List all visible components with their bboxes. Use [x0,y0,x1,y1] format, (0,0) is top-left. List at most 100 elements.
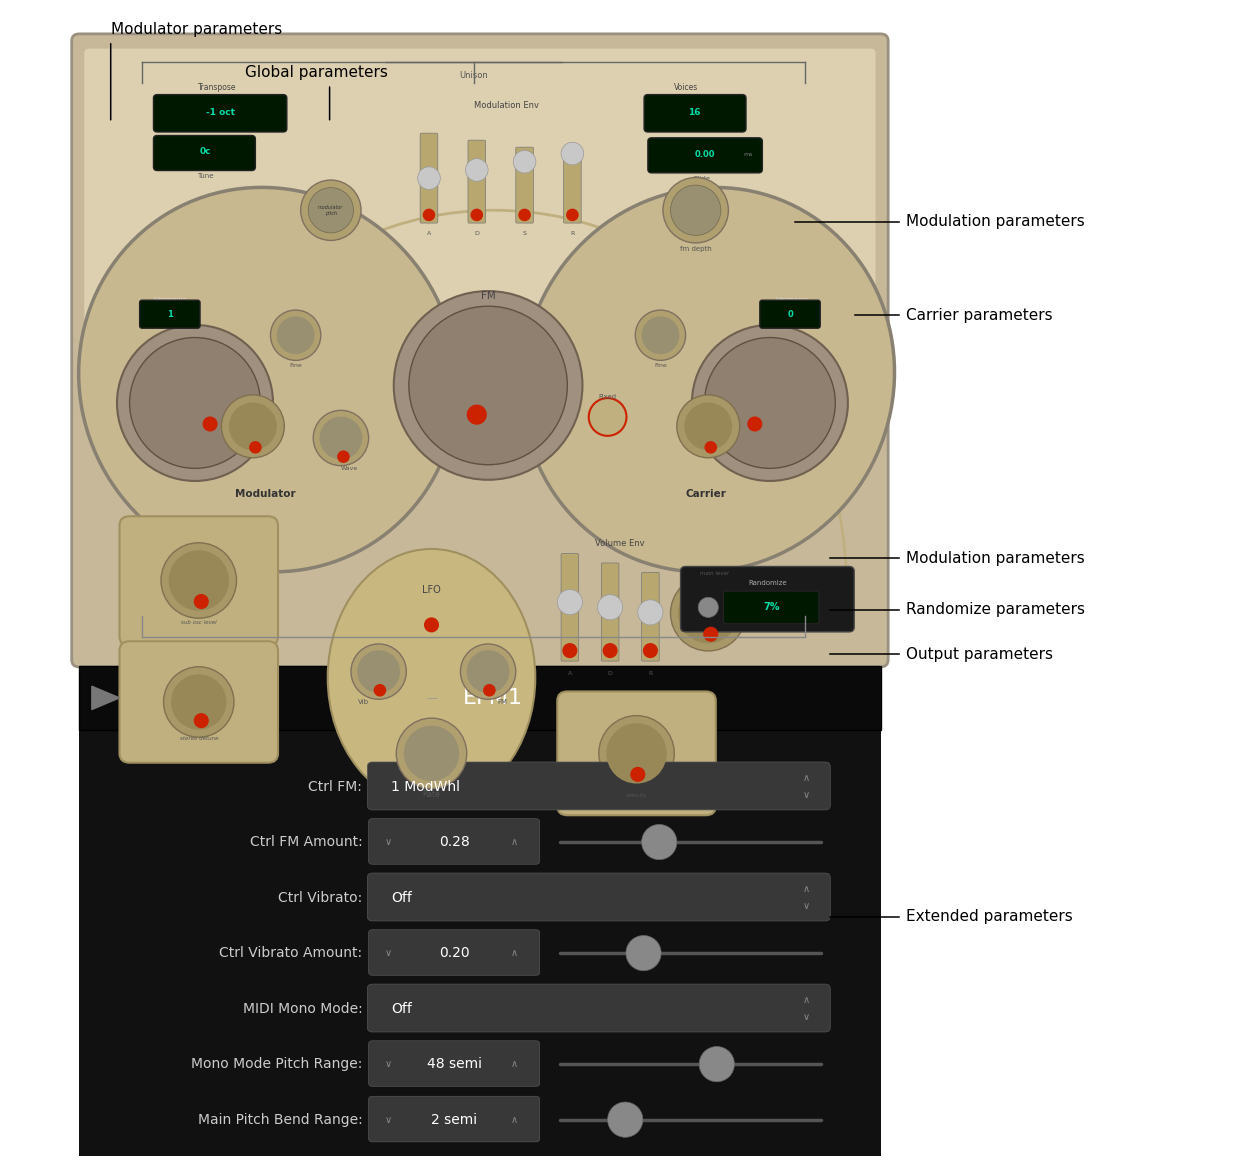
FancyBboxPatch shape [468,140,486,223]
Text: S: S [522,231,527,236]
Text: sub osc level: sub osc level [181,620,216,625]
FancyBboxPatch shape [420,133,438,223]
FancyBboxPatch shape [120,516,278,646]
Ellipse shape [703,627,718,641]
Ellipse shape [603,644,618,658]
Ellipse shape [301,180,361,241]
Text: 16: 16 [688,107,701,117]
Ellipse shape [704,338,835,468]
Ellipse shape [483,684,496,696]
Ellipse shape [194,714,209,728]
Text: 0.00: 0.00 [694,150,715,159]
FancyBboxPatch shape [557,691,716,815]
Text: MIDI Mono Mode:: MIDI Mono Mode: [243,1002,362,1016]
Text: Harmonic: Harmonic [153,297,186,304]
Text: Output parameters: Output parameters [906,647,1053,661]
Text: Global parameters: Global parameters [245,65,389,79]
Text: FM: FM [481,291,496,300]
Text: —: — [426,693,438,703]
Text: Harmonic: Harmonic [776,297,809,304]
Text: stereo detune: stereo detune [180,736,218,741]
FancyBboxPatch shape [367,872,830,920]
Text: R: R [648,672,653,676]
Ellipse shape [351,644,406,700]
Text: Modulator parameters: Modulator parameters [111,22,282,36]
Ellipse shape [221,395,284,458]
FancyBboxPatch shape [79,666,881,1156]
FancyBboxPatch shape [153,95,287,132]
Text: ∧: ∧ [803,995,810,1006]
Ellipse shape [599,716,674,791]
FancyBboxPatch shape [564,154,581,223]
Text: D: D [474,231,479,236]
Text: Modulation Env: Modulation Env [474,100,540,110]
Ellipse shape [203,417,218,431]
Text: Randomize parameters: Randomize parameters [906,603,1084,617]
Ellipse shape [698,597,718,618]
Ellipse shape [229,403,277,450]
Ellipse shape [561,142,584,165]
Text: 2 semi: 2 semi [431,1113,477,1127]
Text: 0.28: 0.28 [439,835,469,849]
Ellipse shape [130,338,260,468]
Ellipse shape [467,651,509,693]
Ellipse shape [337,451,350,463]
Text: ∧: ∧ [511,1114,518,1125]
FancyBboxPatch shape [723,591,819,624]
Text: Unison: Unison [459,71,488,81]
Ellipse shape [638,600,663,625]
Ellipse shape [357,651,400,693]
Ellipse shape [608,1103,643,1138]
Ellipse shape [642,825,677,860]
Text: ∨: ∨ [385,1059,392,1069]
Ellipse shape [635,310,686,361]
Text: ∧: ∧ [803,773,810,784]
Text: EFM1: EFM1 [463,688,522,708]
Text: A: A [567,672,572,676]
Ellipse shape [704,442,717,453]
Ellipse shape [678,583,738,644]
Text: 1: 1 [167,310,172,319]
Text: Ctrl Vibrato:: Ctrl Vibrato: [278,890,362,904]
Ellipse shape [161,543,237,618]
Text: 0.20: 0.20 [439,946,469,960]
Ellipse shape [249,442,262,453]
Ellipse shape [470,209,483,221]
Ellipse shape [699,1047,735,1082]
Text: ms: ms [743,152,754,157]
Text: Modulation parameters: Modulation parameters [906,551,1084,565]
Ellipse shape [171,674,226,730]
Ellipse shape [467,404,487,425]
FancyBboxPatch shape [72,34,888,667]
Text: -1 oct: -1 oct [205,107,235,117]
Ellipse shape [684,403,732,450]
Ellipse shape [164,667,234,737]
Text: ∨: ∨ [803,1011,810,1022]
Ellipse shape [626,936,662,971]
FancyBboxPatch shape [369,930,540,975]
Ellipse shape [404,725,459,781]
Ellipse shape [327,549,536,806]
Ellipse shape [320,417,362,459]
Ellipse shape [692,325,848,481]
Ellipse shape [663,178,728,243]
FancyBboxPatch shape [369,1041,540,1086]
Text: Fixed: Fixed [599,394,616,401]
Text: Ctrl FM:: Ctrl FM: [308,779,362,793]
Ellipse shape [418,167,440,189]
FancyBboxPatch shape [369,1097,540,1142]
Ellipse shape [313,410,369,466]
FancyBboxPatch shape [84,49,876,325]
Polygon shape [92,687,120,710]
Text: Wave: Wave [341,466,359,471]
Text: LFO: LFO [423,585,440,595]
Text: D: D [608,672,613,676]
Ellipse shape [566,209,579,221]
Text: Randomize: Randomize [749,579,786,586]
Text: Main Pitch Bend Range:: Main Pitch Bend Range: [198,1113,362,1127]
Text: ∨: ∨ [803,790,810,800]
Ellipse shape [424,618,439,632]
Text: Volume Env: Volume Env [595,538,645,548]
Ellipse shape [465,159,488,181]
Text: Voices: Voices [673,83,698,92]
